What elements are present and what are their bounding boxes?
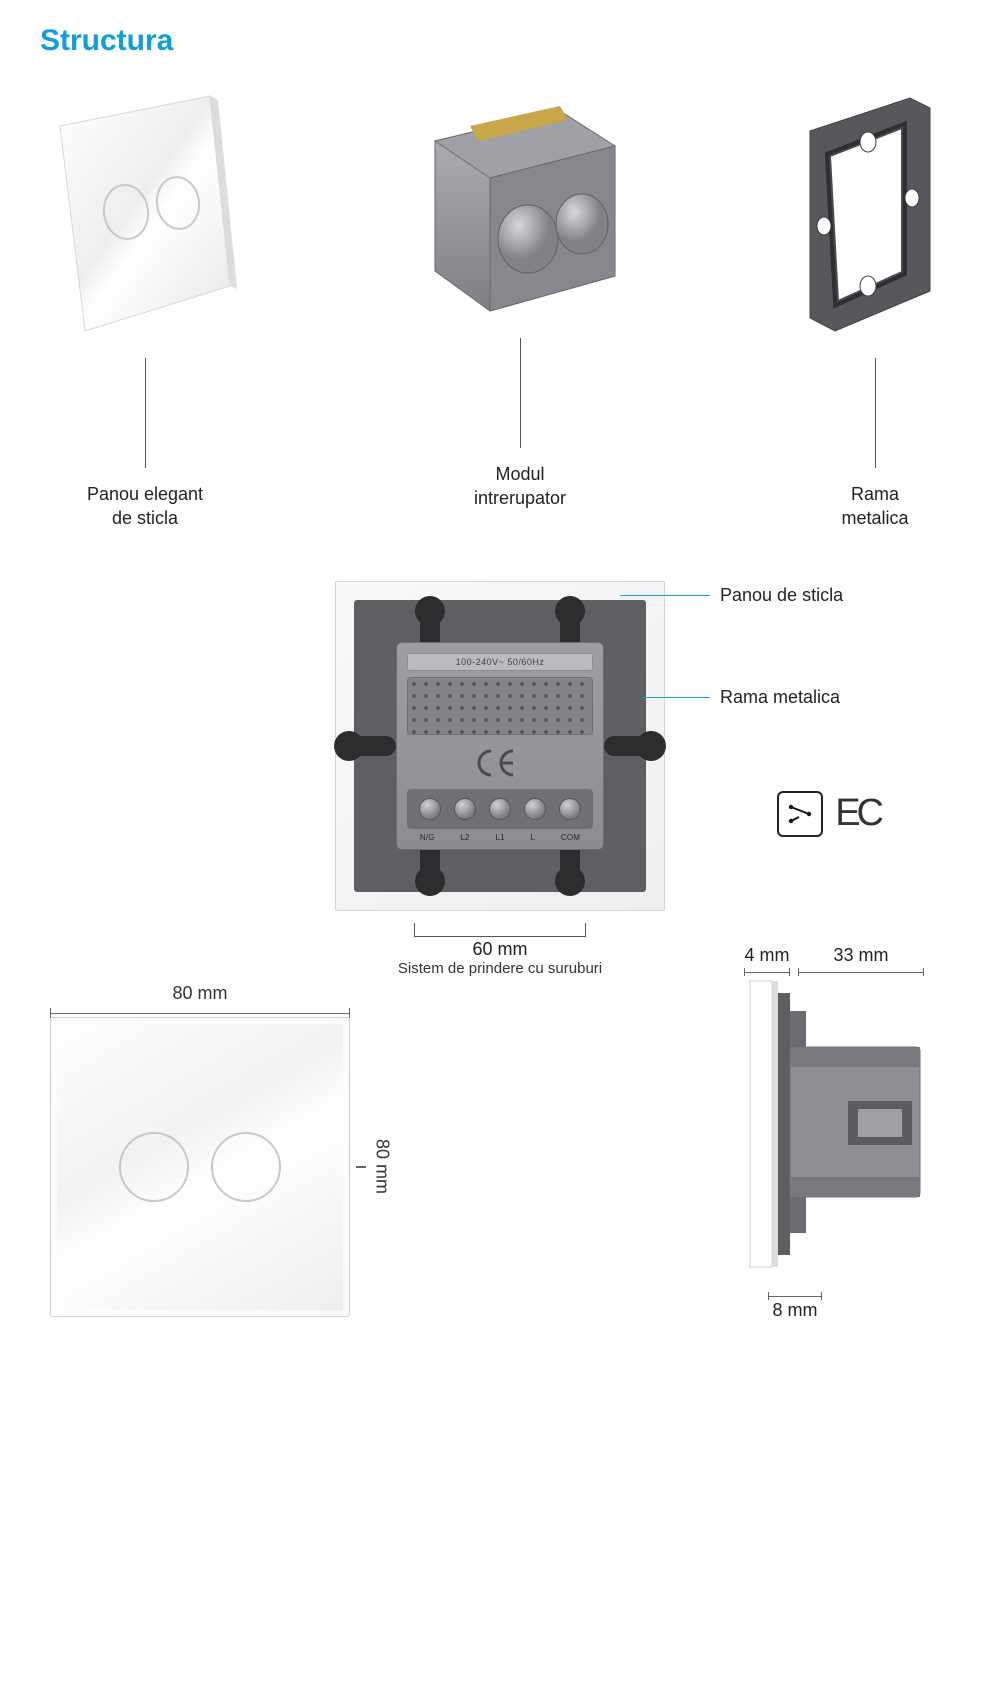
glass-caption: Panou elegant de sticla bbox=[87, 482, 203, 531]
dim-value: 80 mm bbox=[372, 1139, 393, 1194]
module-caption: Modul intrerupator bbox=[474, 462, 566, 511]
dim-bar bbox=[356, 1166, 366, 1168]
pin-label: L2 bbox=[460, 833, 469, 842]
ec-mark-icon: EC bbox=[835, 792, 880, 835]
callout-glass: Panou de sticla bbox=[620, 585, 843, 606]
dim-value: 60 mm bbox=[350, 939, 650, 960]
touch-ring-icon bbox=[119, 1132, 189, 1202]
terminal bbox=[419, 798, 441, 820]
components-row: Panou elegant de sticla bbox=[40, 86, 960, 531]
terminal-row bbox=[407, 789, 593, 829]
pin-label: COM bbox=[561, 833, 580, 842]
mount-slot bbox=[348, 736, 396, 756]
connector-line bbox=[875, 358, 876, 468]
pin-label: N/G bbox=[420, 833, 435, 842]
ce-icon bbox=[477, 748, 523, 778]
dim-bracket bbox=[414, 923, 586, 937]
mount-slot bbox=[604, 736, 652, 756]
dimensions-row: 80 mm 80 mm bbox=[40, 981, 960, 1317]
caption-text: Panou elegant bbox=[87, 484, 203, 504]
glass-panel-illustration bbox=[40, 86, 250, 336]
component-module: Modul intrerupator bbox=[410, 86, 630, 511]
dim-width: 80 mm bbox=[50, 983, 350, 1018]
terminal bbox=[489, 798, 511, 820]
dimension-60mm: 60 mm Sistem de prindere cu suruburi bbox=[350, 923, 650, 977]
assembly-back-view: 100-240V~ 50/60Hz N/G L bbox=[335, 581, 665, 911]
front-panel-illustration bbox=[50, 1017, 350, 1317]
pin-label: L1 bbox=[495, 833, 504, 842]
module-illustration bbox=[410, 86, 630, 316]
dim-4mm: 4 mm bbox=[744, 945, 790, 976]
dim-subtext: Sistem de prindere cu suruburi bbox=[350, 960, 650, 977]
dim-8mm: 8 mm bbox=[768, 1290, 822, 1321]
frame-illustration bbox=[790, 86, 960, 336]
pin-label: L bbox=[530, 833, 535, 842]
caption-text: metalica bbox=[841, 508, 908, 528]
component-glass: Panou elegant de sticla bbox=[40, 86, 250, 531]
callout-line bbox=[620, 595, 710, 596]
two-way-icon bbox=[777, 791, 823, 837]
assembly-row: 100-240V~ 50/60Hz N/G L bbox=[40, 581, 960, 911]
touch-ring-icon bbox=[211, 1132, 281, 1202]
callout-text: Rama metalica bbox=[720, 687, 840, 708]
terminal bbox=[524, 798, 546, 820]
terminal bbox=[559, 798, 581, 820]
callout-text: Panou de sticla bbox=[720, 585, 843, 606]
component-frame: Rama metalica bbox=[790, 86, 960, 531]
frame-caption: Rama metalica bbox=[841, 482, 908, 531]
dim-value: 8 mm bbox=[773, 1300, 818, 1320]
terminal-labels: N/G L2 L1 L COM bbox=[407, 833, 593, 842]
caption-text: intrerupator bbox=[474, 488, 566, 508]
side-dimension-block: 4 mm 33 mm 8 mm bbox=[730, 981, 950, 1291]
callout-frame: Rama metalica bbox=[642, 687, 840, 708]
section-title: Structura bbox=[40, 24, 960, 58]
side-view-illustration: 4 mm 33 mm 8 mm bbox=[730, 951, 950, 1291]
dim-value: 80 mm bbox=[50, 983, 350, 1004]
dim-bar bbox=[768, 1292, 822, 1300]
connector-line bbox=[145, 358, 146, 468]
terminal bbox=[454, 798, 476, 820]
ce-mark-row bbox=[407, 743, 593, 783]
dim-bar bbox=[798, 968, 924, 976]
dim-value: 4 mm bbox=[745, 945, 790, 965]
callout-line bbox=[642, 697, 710, 698]
dim-33mm: 33 mm bbox=[798, 945, 924, 976]
caption-text: Rama bbox=[851, 484, 899, 504]
caption-text: Modul bbox=[495, 464, 544, 484]
front-dimension-block: 80 mm 80 mm bbox=[50, 1017, 350, 1317]
connector-line bbox=[520, 338, 521, 448]
feature-icons: EC bbox=[777, 791, 880, 837]
dim-bar bbox=[744, 968, 790, 976]
vent-grill bbox=[407, 677, 593, 735]
module-back: 100-240V~ 50/60Hz N/G L bbox=[396, 642, 604, 850]
dim-value: 33 mm bbox=[833, 945, 888, 965]
dim-height: 80 mm bbox=[358, 1017, 390, 1317]
spec-label: 100-240V~ 50/60Hz bbox=[407, 653, 593, 671]
caption-text: de sticla bbox=[112, 508, 178, 528]
